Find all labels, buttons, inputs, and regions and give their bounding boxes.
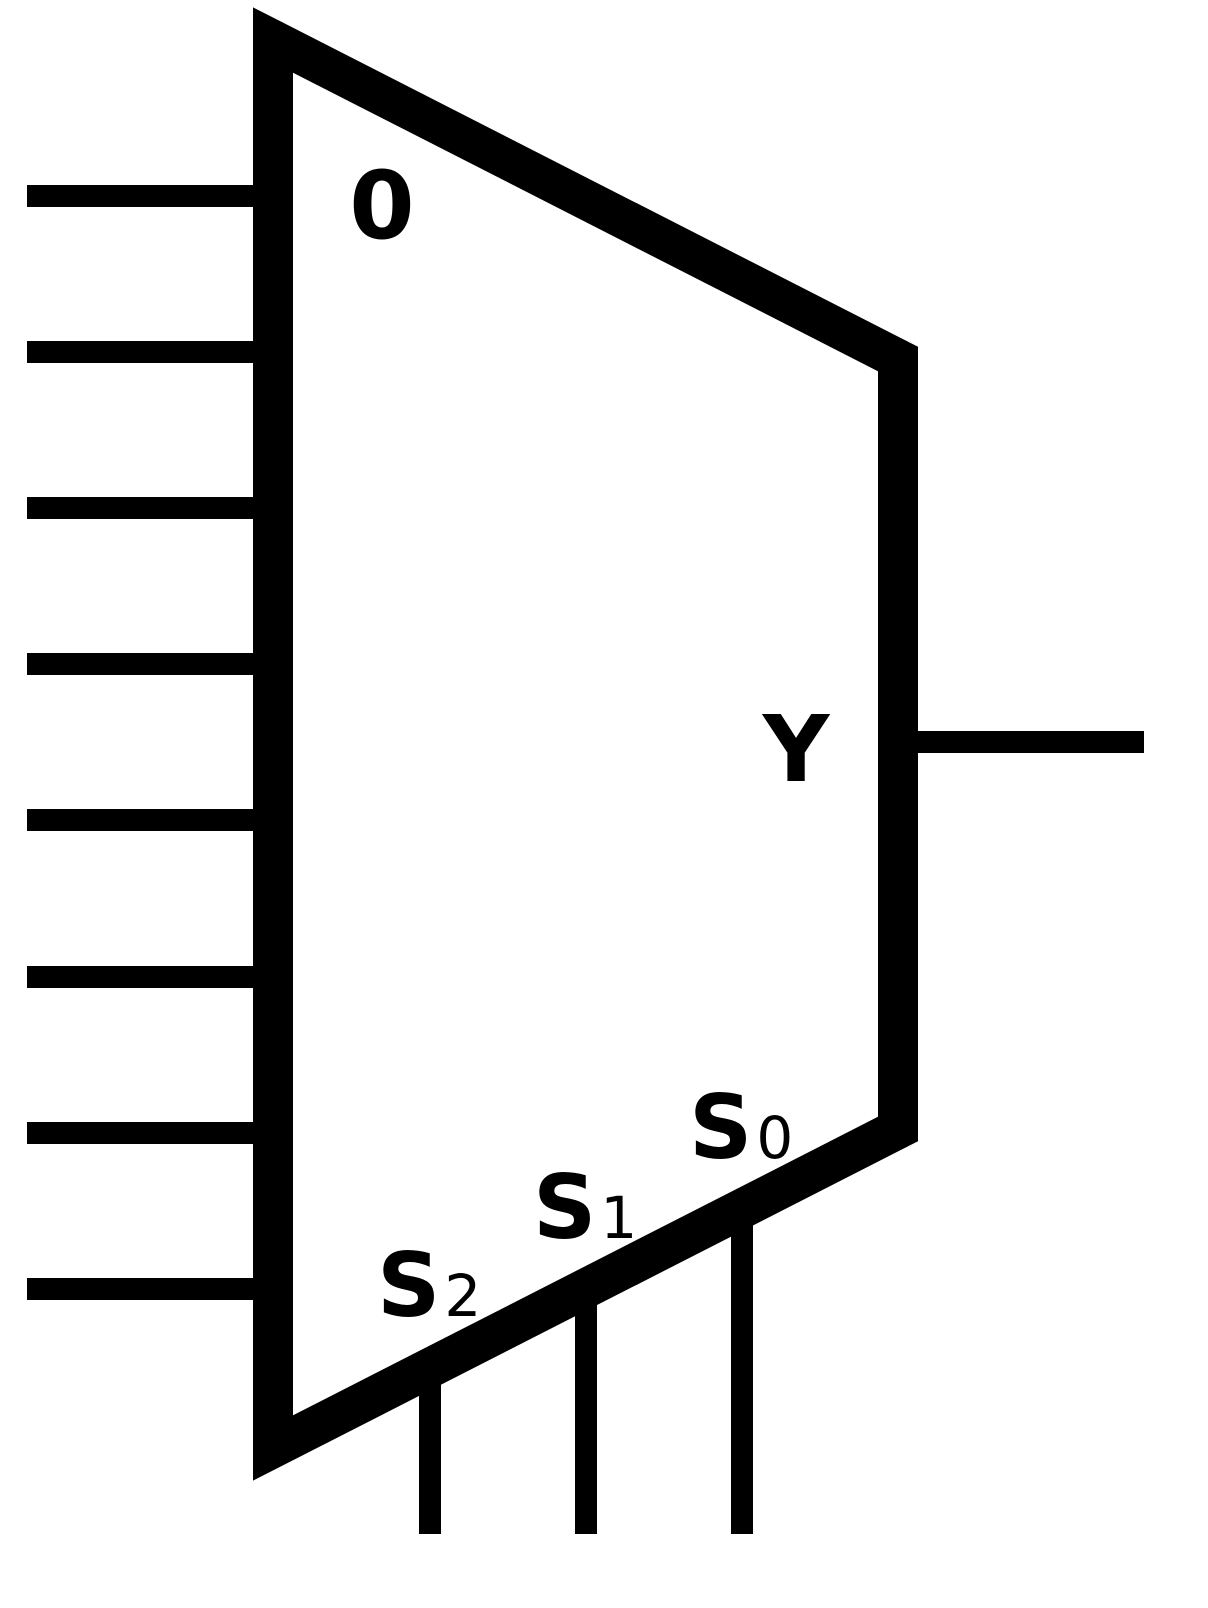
- select-label-s1: S1: [533, 1156, 637, 1259]
- select-lines: [419, 1222, 753, 1534]
- output-label: Y: [762, 696, 831, 803]
- select-label-s2: S2: [377, 1234, 481, 1337]
- select-label-s0: S0: [689, 1076, 793, 1179]
- mux-body: [253, 7, 918, 1481]
- input-label-zero: 0: [349, 152, 414, 261]
- input-lines: [27, 185, 255, 1300]
